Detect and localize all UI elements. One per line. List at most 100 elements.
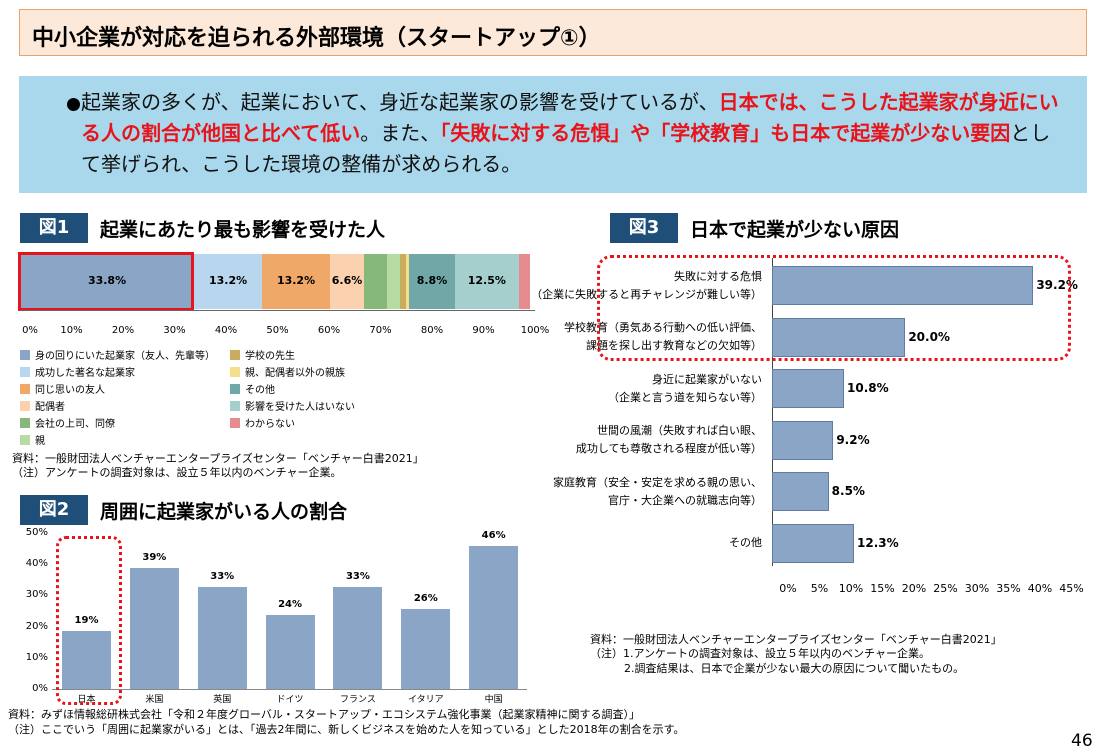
fig1-x-tick: 60%	[317, 325, 341, 336]
fig2-bar	[265, 615, 315, 690]
fig3-y-axis	[772, 258, 773, 566]
fig1-legend-swatch	[230, 418, 240, 428]
fig3-category-line: 学校教育（勇気ある行動への低い評価、	[564, 321, 762, 334]
fig3-category-label: 家庭教育（安全・安定を求める親の思い、 官庁・大企業への就職志向等）	[553, 474, 762, 510]
fig2-plot: 19% 39% 33% 24% 33% 26% 46%	[52, 530, 527, 690]
summary-highlight-2: 「失敗に対する危惧」や「学校教育」も日本で起業が少ない要因	[440, 121, 1011, 145]
summary-part-2: 。また、	[360, 121, 441, 145]
fig3-x-tick: 30%	[964, 582, 990, 595]
fig2-category-label: 中国	[484, 695, 503, 705]
fig1-x-tick: 50%	[266, 325, 289, 336]
fig2-note: （注）ここでいう「周囲に起業家がいる」とは、「過去2年間に、新しくビジネスを始め…	[8, 723, 685, 736]
fig2-value-label: 33%	[210, 571, 235, 583]
fig2-category-label: 米国	[145, 695, 164, 705]
fig3-category-label: 学校教育（勇気ある行動への低い評価、課題を探し出す教育などの欠如等）	[564, 319, 762, 355]
fig3-value-label: 20.0%	[908, 329, 950, 344]
fig1-legend-label: 同じ思いの友人	[35, 385, 105, 396]
fig1-segment: 13.2%	[262, 254, 331, 309]
fig1-segment-label: 6.6%	[331, 274, 363, 287]
fig2-bar	[129, 568, 179, 690]
fig3-category-line: その他	[729, 536, 762, 549]
fig3-category-line: 失敗に対する危惧	[674, 269, 762, 283]
fig3-x-tick: 10%	[838, 582, 864, 595]
fig1-legend-item: 成功した著名な起業家	[20, 365, 135, 382]
fig3-category-line: 官庁・大企業への就職志向等）	[608, 493, 762, 507]
fig3-x-tick: 35%	[996, 582, 1021, 595]
fig1-legend-swatch	[20, 350, 30, 360]
fig3-category-label: その他	[729, 534, 762, 552]
fig2-category-label: 英国	[213, 695, 232, 705]
fig2-y-tick: 0%	[32, 683, 48, 694]
fig1-legend-swatch	[230, 350, 240, 360]
fig3-header: 図3 日本で起業が少ない原因	[610, 213, 1080, 243]
fig1-legend-label: 身の回りにいた起業家（友人、先輩等）	[35, 351, 215, 362]
fig2-bar	[401, 608, 451, 690]
fig3-source: 資料：一般財団法人ベンチャーエンタープライズセンター「ベンチャー白書2021」	[590, 633, 1002, 646]
fig2-tag: 図2	[20, 495, 88, 525]
fig3-bar	[772, 369, 844, 408]
fig1-segment-label: 13.2%	[276, 274, 316, 287]
fig1-legend-item: その他	[230, 382, 275, 399]
summary-highlight-1: 日本では、こうした起業家が身近にいる人の割合が他国と比べて低い	[81, 90, 1059, 145]
fig1-legend-item: 配偶者	[20, 399, 65, 416]
fig3-value-label: 8.5%	[831, 484, 865, 498]
fig3-bar	[772, 420, 834, 460]
summary-text: 起業家の多くが、起業において、身近な起業家の影響を受けているが、日本では、こうし…	[81, 87, 1061, 180]
fig2-value-label: 33%	[345, 571, 370, 583]
fig1-legend-item: 親	[20, 433, 45, 450]
fig2-value-label: 19%	[74, 614, 99, 626]
fig2-bar	[469, 546, 519, 690]
fig1-legend-label: 配偶者	[35, 402, 65, 413]
summary-box: 起業家の多くが、起業において、身近な起業家の影響を受けているが、日本では、こうし…	[19, 76, 1087, 193]
fig1-segment: 8.8%	[409, 254, 455, 309]
fig3-category-line: 課題を探し出す教育などの欠如等）	[586, 339, 762, 352]
fig2-y-tick: 10%	[25, 651, 48, 663]
fig1-segment-label: 12.5%	[467, 274, 506, 287]
fig2-value-label: 39%	[142, 552, 167, 564]
fig2-bar	[333, 587, 383, 690]
fig3-value-label: 10.8%	[847, 381, 889, 395]
fig3-value-label: 12.3%	[857, 535, 899, 550]
fig1-x-tick: 0%	[22, 325, 38, 336]
fig1-x-tick: 100%	[520, 325, 550, 336]
fig2-title: 周囲に起業家がいる人の割合	[100, 501, 348, 523]
fig3-x-tick: 15%	[870, 582, 895, 595]
fig3-category-label: 失敗に対する危惧 （企業に失敗すると再チャレンジが難しい等）	[531, 268, 762, 304]
fig1-segment	[400, 254, 406, 309]
fig2-y-tick: 20%	[25, 620, 48, 632]
fig1-legend-label: 学校の先生	[245, 351, 295, 362]
fig1-legend-label: 親、配偶者以外の親族	[245, 368, 345, 379]
fig3-category-line: 身近に起業家がいない	[652, 372, 762, 386]
fig1-legend-item: 影響を受けた人はいない	[230, 399, 355, 416]
fig2-y-tick: 30%	[25, 589, 48, 601]
fig3-x-tick: 0%	[779, 582, 797, 595]
fig1-legend-label: わからない	[245, 419, 295, 430]
fig2-category-label: フランス	[340, 695, 376, 705]
fig2-value-label: 46%	[481, 530, 506, 542]
summary-part-1: 起業家の多くが、起業において、身近な起業家の影響を受けているが、	[81, 90, 719, 114]
fig1-title: 起業にあたり最も影響を受けた人	[100, 219, 386, 241]
fig1-segment-label: 33.8%	[87, 274, 127, 287]
fig1-source: 資料：一般財団法人ベンチャーエンタープライズセンター「ベンチャー白書2021」	[12, 452, 424, 465]
fig1-segment	[386, 254, 401, 309]
fig1-legend-swatch	[230, 384, 240, 394]
fig1-x-axis	[20, 310, 535, 311]
fig1-x-tick: 70%	[369, 325, 392, 336]
fig1-legend-swatch	[230, 401, 240, 411]
fig1-legend-swatch	[20, 418, 30, 428]
fig1-legend-item: 身の回りにいた起業家（友人、先輩等）	[20, 348, 215, 365]
fig1-segment: 13.2%	[194, 254, 263, 309]
fig1-legend-label: その他	[245, 385, 275, 396]
fig2-category-label: ドイツ	[276, 695, 304, 705]
fig3-x-tick: 40%	[1027, 582, 1053, 595]
fig1-x-tick: 10%	[60, 325, 83, 336]
fig3-x-tick: 20%	[901, 582, 927, 595]
fig1-segment-label: 8.8%	[416, 274, 448, 287]
fig1-segment-label: 13.2%	[208, 274, 248, 287]
fig3-x-tick: 5%	[810, 582, 829, 595]
fig3-x-tick: 25%	[933, 582, 958, 595]
fig1-legend-swatch	[20, 435, 30, 445]
fig1-segment: 12.5%	[454, 254, 520, 309]
fig3-bar	[772, 523, 854, 563]
fig3-title: 日本で起業が少ない原因	[690, 219, 900, 241]
